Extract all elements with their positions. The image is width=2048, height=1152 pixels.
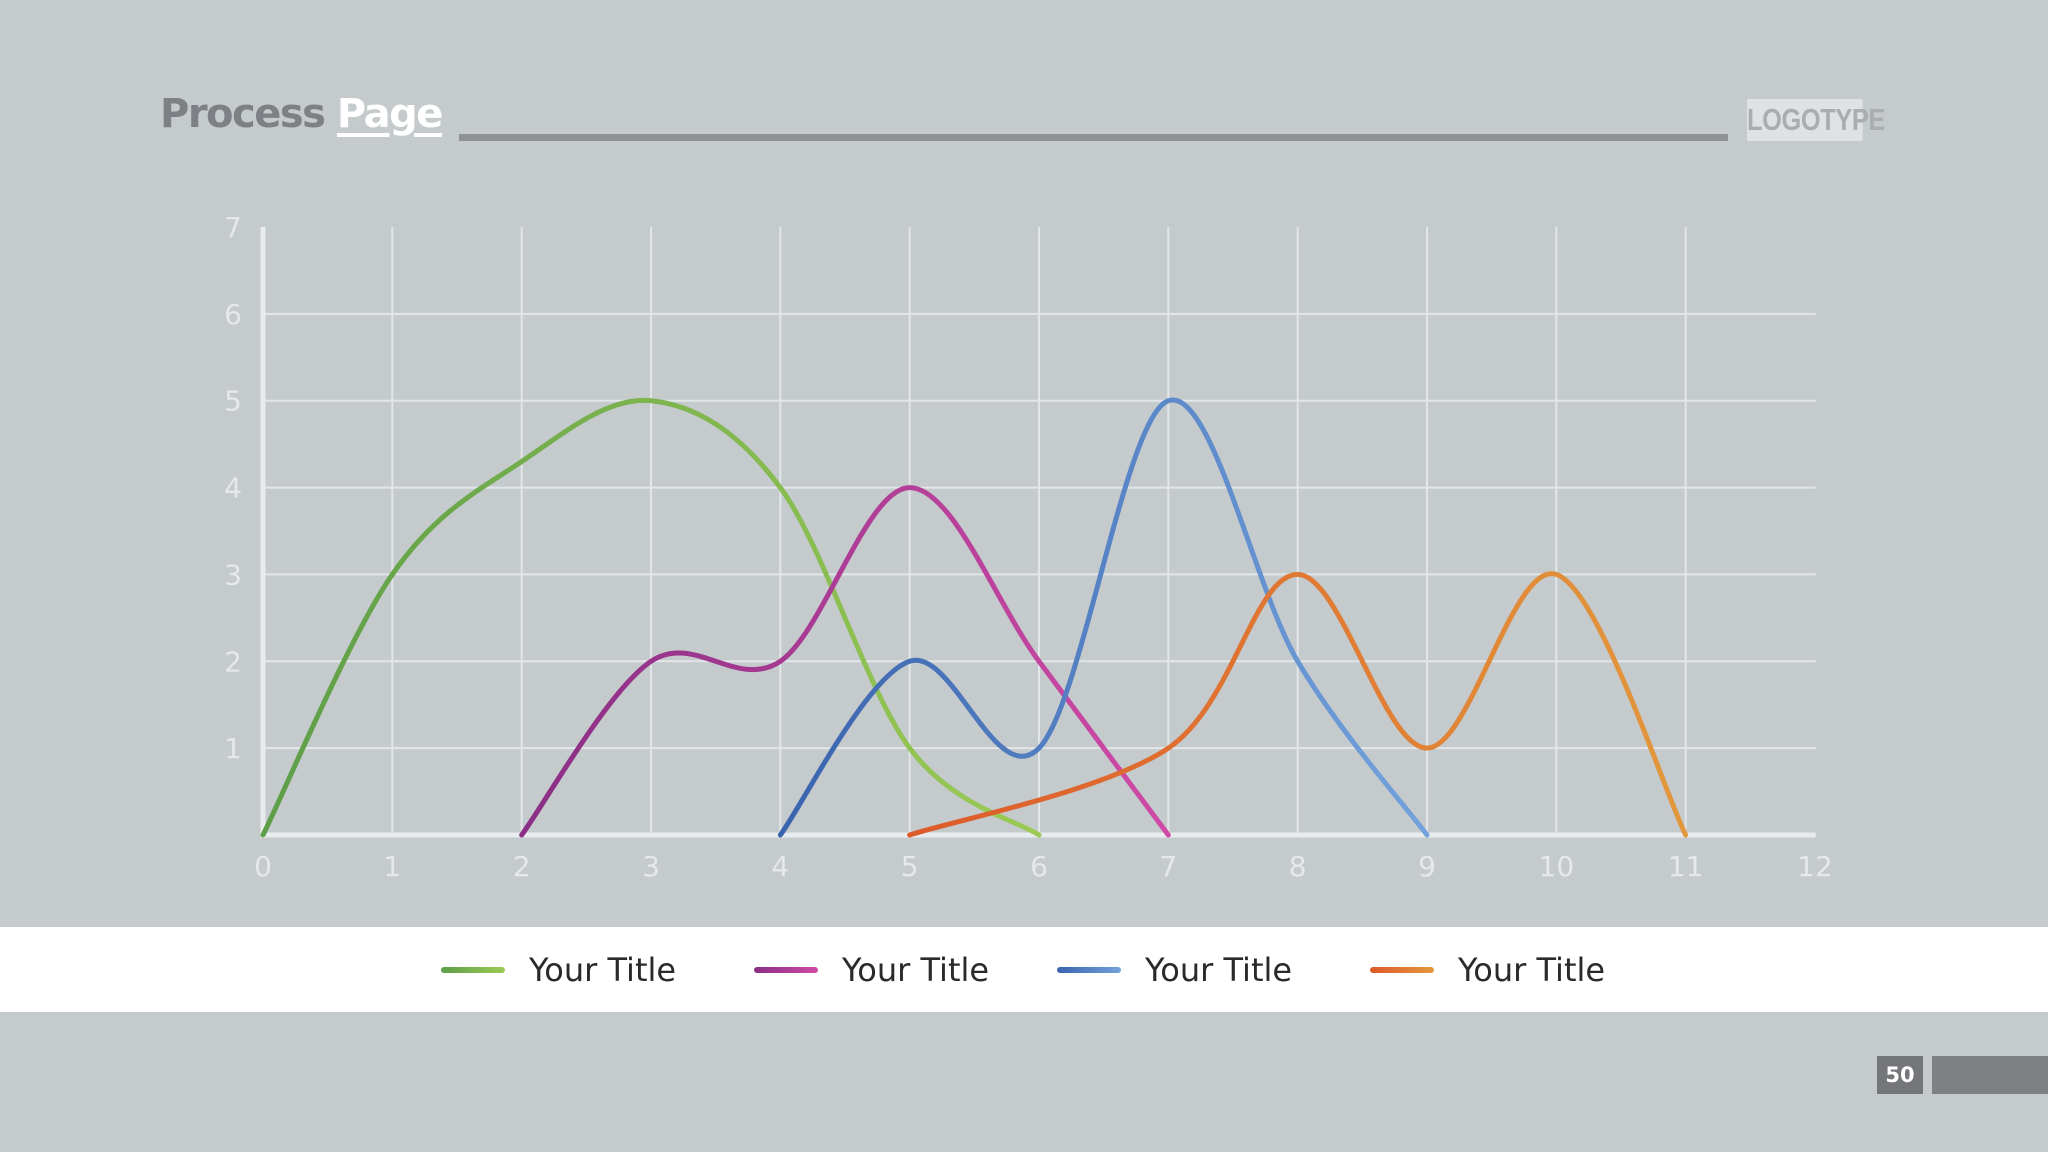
legend-label: Your Title [842, 950, 990, 989]
logotype: LOGOTYPE [1747, 99, 1885, 141]
legend-item-4: Your Title [1370, 927, 1605, 1012]
x-tick-label: 9 [1418, 850, 1436, 883]
x-tick-label: 6 [1030, 850, 1048, 883]
series-line-4 [907, 571, 1689, 838]
x-tick-label: 3 [642, 850, 660, 883]
chart-legend: Your Title Your Title Your Title Your Title [0, 927, 2048, 1012]
page-title: Process Page [160, 88, 444, 140]
legend-swatch [1057, 966, 1121, 973]
page-number: 50 [1877, 1056, 1923, 1094]
legend-item-1: Your Title [441, 927, 676, 1012]
header-divider [459, 134, 1728, 141]
legend-label: Your Title [1458, 950, 1606, 989]
legend-item-2: Your Title [754, 927, 989, 1012]
x-tick-label: 5 [901, 850, 919, 883]
x-tick-label: 12 [1797, 850, 1833, 883]
y-tick-label: 2 [224, 645, 242, 678]
x-tick-label: 7 [1159, 850, 1177, 883]
series-line-1 [260, 397, 1042, 838]
legend-swatch [754, 966, 818, 973]
x-tick-label: 11 [1668, 850, 1704, 883]
y-tick-label: 7 [224, 211, 242, 244]
page-title-word-page: Page [336, 91, 444, 137]
x-tick-label: 0 [254, 850, 272, 883]
legend-label: Your Title [529, 950, 677, 989]
legend-swatch [1370, 966, 1434, 973]
series-line-3 [777, 397, 1430, 838]
x-tick-label: 8 [1289, 850, 1307, 883]
y-tick-label: 4 [224, 472, 242, 505]
y-tick-label: 5 [224, 385, 242, 418]
legend-item-3: Your Title [1057, 927, 1292, 1012]
x-tick-label: 1 [383, 850, 401, 883]
x-tick-label: 2 [513, 850, 531, 883]
x-tick-label: 10 [1539, 850, 1575, 883]
x-tick-label: 4 [771, 850, 789, 883]
legend-swatch [441, 966, 505, 973]
page-number-bar [1932, 1056, 2048, 1094]
y-tick-label: 3 [224, 558, 242, 591]
page-title-word-process: Process [160, 91, 326, 137]
y-tick-label: 1 [224, 732, 242, 765]
series-line-2 [519, 485, 1171, 838]
legend-label: Your Title [1145, 950, 1293, 989]
y-tick-label: 6 [224, 298, 242, 331]
